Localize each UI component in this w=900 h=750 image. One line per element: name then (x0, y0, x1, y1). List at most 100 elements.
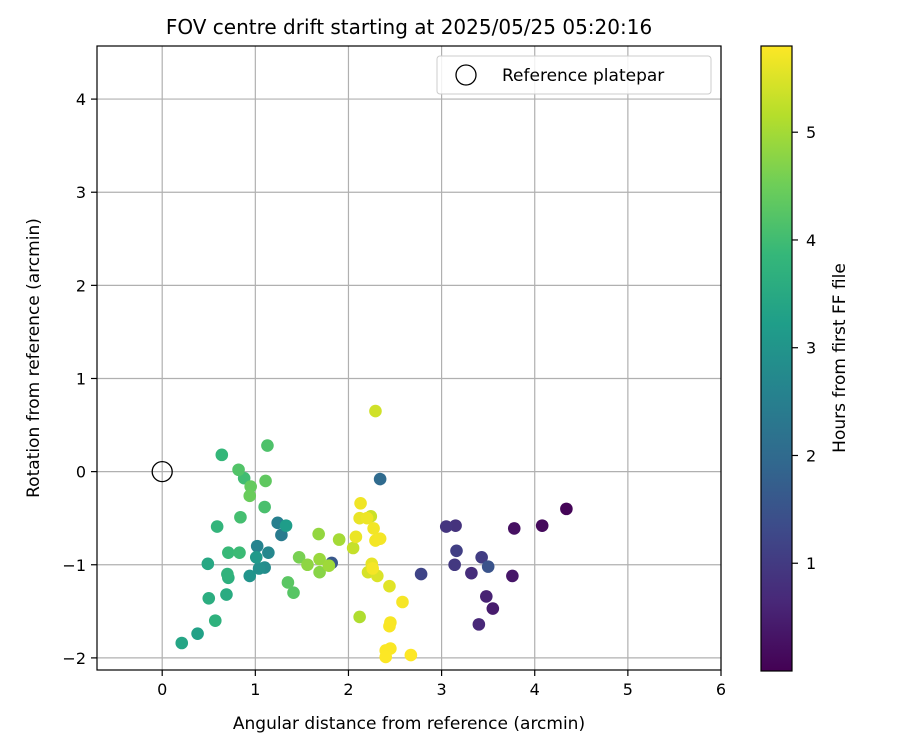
colorbar: 1 2 3 4 5 Hours from first FF file (760, 45, 850, 672)
x-tick-label: 6 (716, 680, 726, 699)
data-point (281, 576, 295, 589)
data-point (249, 551, 263, 564)
x-tick-label: 1 (250, 680, 260, 699)
colorbar-tick-label: 5 (806, 123, 816, 142)
data-point (349, 530, 363, 544)
data-point (252, 562, 266, 575)
colorbar-gradient (760, 45, 793, 672)
data-point (465, 566, 478, 580)
data-point (259, 474, 272, 488)
plot-frame (96, 45, 722, 671)
data-point (373, 532, 387, 545)
data-point (275, 528, 288, 542)
data-point (480, 590, 493, 603)
data-point (379, 650, 393, 664)
y-tick-label: 1 (76, 369, 86, 388)
data-point (250, 539, 264, 553)
data-point (313, 565, 326, 579)
colorbar-tick-label: 1 (806, 554, 816, 573)
legend-box (436, 55, 712, 95)
legend-entry-reference-platepar: Reference platepar (502, 66, 664, 86)
y-tick-label: −1 (62, 556, 86, 575)
y-tick-label: 2 (76, 276, 86, 295)
data-point (221, 567, 234, 581)
x-tick-label: 5 (623, 680, 633, 699)
data-point (353, 610, 366, 624)
data-point (232, 463, 245, 477)
data-point (210, 520, 224, 533)
data-point (346, 541, 360, 555)
x-tick-label: 4 (530, 680, 540, 699)
legend: Reference platepar (436, 55, 712, 95)
legend-marker-circle (455, 64, 477, 86)
y-tick-label: 0 (76, 463, 86, 482)
data-point (243, 569, 257, 583)
y-tick-label: 4 (76, 90, 86, 109)
data-point (322, 559, 336, 572)
data-point (360, 511, 374, 525)
y-tick-label: −2 (62, 649, 86, 668)
data-point (261, 439, 274, 452)
data-point (396, 595, 409, 609)
data-point (301, 558, 314, 572)
data-point (220, 588, 233, 601)
data-point (201, 557, 215, 571)
data-point (332, 533, 346, 546)
data-point (202, 591, 216, 605)
data-point (312, 527, 325, 541)
data-point (262, 546, 275, 559)
data-point (244, 480, 257, 493)
data-point (448, 558, 461, 572)
y-tick-label: 3 (76, 183, 86, 202)
data-point (560, 502, 573, 516)
y-axis-label: Rotation from reference (arcmin) (24, 218, 44, 498)
data-point (475, 551, 488, 564)
data-point (369, 404, 382, 418)
data-point (175, 636, 189, 650)
data-points (175, 404, 573, 664)
reference-marker-layer (151, 460, 173, 483)
data-point (191, 627, 204, 640)
data-point (373, 472, 387, 486)
data-point (222, 546, 235, 559)
x-tick-label: 0 (157, 680, 167, 699)
data-point (258, 500, 271, 514)
chart-title: FOV centre drift starting at 2025/05/25 … (166, 15, 652, 39)
data-point (233, 546, 246, 559)
colorbar-tick-label: 4 (806, 231, 816, 250)
data-point (208, 614, 222, 627)
axis-ticks: 0 1 2 3 4 5 6 −2 −1 0 1 2 3 4 (62, 90, 726, 699)
data-point (449, 519, 462, 532)
data-point (383, 579, 396, 593)
data-point (535, 519, 549, 532)
data-point (481, 560, 495, 573)
data-point (404, 648, 418, 662)
grid (97, 46, 722, 670)
colorbar-tick-label: 2 (806, 446, 816, 465)
x-tick-label: 3 (437, 680, 447, 699)
data-point (243, 489, 257, 503)
data-point (279, 519, 293, 532)
data-point (313, 552, 326, 566)
data-point (506, 569, 519, 583)
data-point (450, 544, 463, 558)
data-point (234, 510, 247, 524)
x-tick-label: 2 (343, 680, 353, 699)
data-point (292, 551, 306, 564)
colorbar-ticks: 1 2 3 4 5 (792, 123, 816, 573)
data-point (507, 522, 521, 535)
data-point (367, 522, 380, 535)
data-point (439, 520, 453, 533)
data-point (383, 619, 396, 633)
data-point (486, 602, 500, 615)
reference-platepar-marker (151, 460, 173, 483)
colorbar-tick-label: 3 (806, 339, 816, 358)
data-point (215, 448, 229, 462)
data-point (287, 586, 300, 599)
data-point (354, 496, 367, 510)
colorbar-label: Hours from first FF file (830, 263, 850, 453)
x-axis-label: Angular distance from reference (arcmin) (233, 714, 585, 734)
data-point (472, 618, 486, 631)
data-point (414, 567, 428, 581)
